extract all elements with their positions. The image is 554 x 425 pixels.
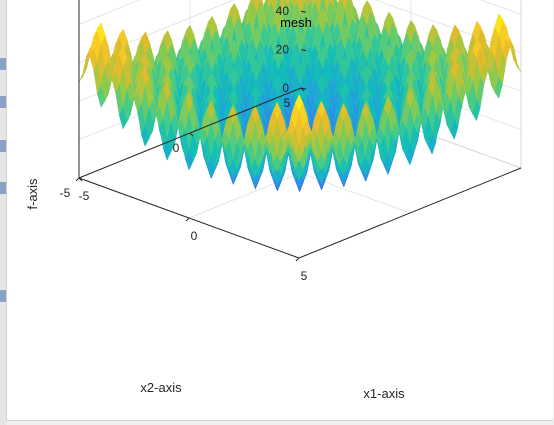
panel-edge-marker xyxy=(0,290,6,302)
panel-edge-marker xyxy=(0,58,6,70)
figure-canvas: 020406080100 -505 -505 mesh x1-axis x2-a… xyxy=(6,0,553,421)
panel-edge-marker xyxy=(0,140,6,152)
plot-title: mesh xyxy=(280,15,312,30)
y-tick-labels: -5 0 5 xyxy=(60,96,291,200)
z-tick-labels: 020406080100 xyxy=(276,4,290,95)
z-tick-label: 40 xyxy=(276,4,290,18)
mesh-surface xyxy=(78,0,522,193)
x-tick-label: 5 xyxy=(301,269,308,283)
y-axis-label: x2-axis xyxy=(140,380,182,395)
z-tick-label: 20 xyxy=(276,43,290,57)
x-tick-labels: -5 0 5 xyxy=(79,189,308,283)
y-tick-label: 5 xyxy=(284,96,291,110)
x-tick-label: 0 xyxy=(191,229,198,243)
x-axis-label: x1-axis xyxy=(363,386,405,401)
surface-plot[interactable]: 020406080100 -505 -505 mesh x1-axis x2-a… xyxy=(7,0,553,420)
left-panel-edge xyxy=(0,0,6,425)
panel-edge-marker xyxy=(0,96,6,108)
x-tick-label: -5 xyxy=(79,189,90,203)
axes-box xyxy=(75,0,522,262)
y-tick-label: -5 xyxy=(60,186,71,200)
z-axis-label: f-axis xyxy=(25,178,40,210)
z-tick-label: 0 xyxy=(282,81,289,95)
y-tick-label: 0 xyxy=(173,141,180,155)
panel-edge-marker xyxy=(0,182,6,194)
